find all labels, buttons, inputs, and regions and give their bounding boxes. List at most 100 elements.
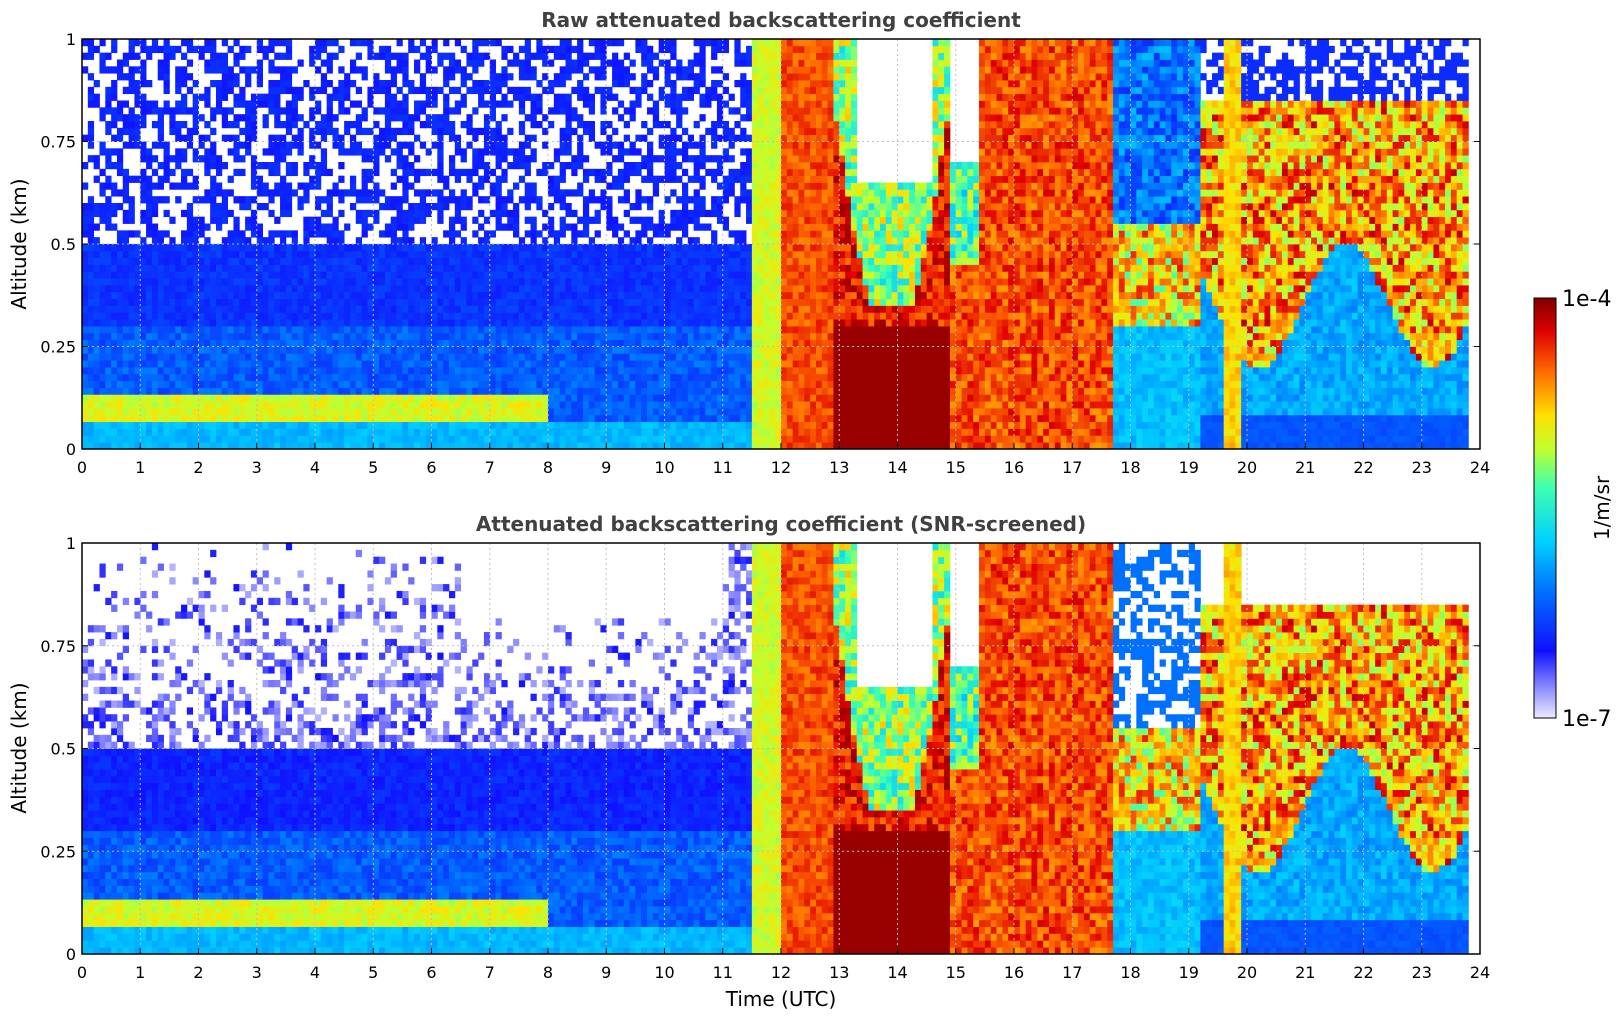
heatmap-cell <box>431 285 438 293</box>
heatmap-cell <box>367 271 374 279</box>
heatmap-cell <box>571 346 578 354</box>
heatmap-cell <box>221 66 229 74</box>
heatmap-cell <box>390 380 397 388</box>
heatmap-cell <box>513 373 520 382</box>
heatmap-cell <box>245 442 252 449</box>
heatmap-cell <box>670 148 677 156</box>
heatmap-cell <box>227 346 234 354</box>
heatmap-cell <box>588 442 596 449</box>
heatmap-cell <box>215 285 223 293</box>
heatmap-cell <box>291 353 298 361</box>
heatmap-cell <box>198 45 205 54</box>
heatmap-cell <box>175 401 182 409</box>
heatmap-cell <box>99 298 106 306</box>
heatmap-cell <box>338 373 345 382</box>
heatmap-cell <box>472 250 479 259</box>
heatmap-cell <box>227 189 234 197</box>
heatmap-cell <box>99 332 106 341</box>
heatmap-cell <box>647 367 654 375</box>
heatmap-cell <box>105 360 112 368</box>
heatmap-cell <box>495 401 502 409</box>
heatmap-cell <box>623 367 630 375</box>
heatmap-cell <box>233 196 240 204</box>
heatmap-cell <box>495 175 502 183</box>
heatmap-cell <box>151 332 159 341</box>
heatmap-cell <box>367 401 374 409</box>
heatmap-cell <box>437 312 444 320</box>
heatmap-cell <box>140 250 147 259</box>
heatmap-cell <box>641 291 648 300</box>
heatmap-cell <box>577 380 584 388</box>
heatmap-cell <box>524 319 531 327</box>
heatmap-cell <box>518 73 526 81</box>
heatmap-cell <box>478 353 485 361</box>
heatmap-cell <box>559 285 566 293</box>
heatmap-cell <box>361 435 368 443</box>
heatmap-cell <box>507 373 514 382</box>
heatmap-cell <box>210 278 217 286</box>
heatmap-cell <box>227 230 234 238</box>
heatmap-cell <box>647 203 654 211</box>
heatmap-cell <box>303 257 310 265</box>
heatmap-cell <box>693 442 700 449</box>
heatmap-cell <box>431 360 438 368</box>
heatmap-cell <box>600 346 607 354</box>
heatmap-cell <box>571 435 578 443</box>
heatmap-cell <box>530 346 537 354</box>
heatmap-cell <box>553 285 561 293</box>
heatmap-cell <box>274 141 281 149</box>
heatmap-cell <box>687 401 695 409</box>
heatmap-cell <box>588 312 596 320</box>
heatmap-cell <box>652 332 660 341</box>
heatmap-cell <box>542 141 549 149</box>
heatmap-cell <box>367 408 374 416</box>
heatmap-cell <box>635 326 642 334</box>
heatmap-cell <box>483 114 491 122</box>
heatmap-cell <box>285 414 293 423</box>
heatmap-cell <box>448 86 456 95</box>
heatmap-cell <box>122 373 130 382</box>
heatmap-cell <box>99 367 106 375</box>
heatmap-cell <box>402 394 409 402</box>
heatmap-cell <box>676 353 683 361</box>
heatmap-cell <box>239 346 246 354</box>
heatmap-cell <box>186 326 194 334</box>
heatmap-cell <box>658 141 665 149</box>
heatmap-cell <box>443 442 450 449</box>
heatmap-cell <box>425 414 432 423</box>
heatmap-cell <box>93 408 100 416</box>
heatmap-cell <box>157 121 164 129</box>
heatmap-cell <box>530 107 537 115</box>
heatmap-cell <box>361 148 368 156</box>
heatmap-cell <box>431 203 438 211</box>
heatmap-cell <box>396 59 403 67</box>
heatmap-cell <box>367 127 374 136</box>
heatmap-cell <box>379 148 386 156</box>
heatmap-cell <box>151 435 159 443</box>
heatmap-cell <box>507 45 514 54</box>
heatmap-cell <box>635 319 642 327</box>
heatmap-cell <box>384 66 392 74</box>
heatmap-cell <box>233 237 240 245</box>
heatmap-cell <box>233 360 240 368</box>
heatmap-cell <box>647 278 654 286</box>
heatmap-cell <box>617 421 625 429</box>
heatmap-cell <box>705 442 712 449</box>
heatmap-cell <box>594 353 601 361</box>
heatmap-cell <box>355 100 363 108</box>
heatmap-cell <box>542 285 549 293</box>
heatmap-cell <box>268 346 275 354</box>
heatmap-cell <box>111 203 118 211</box>
heatmap-cell <box>181 387 188 395</box>
heatmap-cell <box>513 162 520 170</box>
heatmap-cell <box>600 414 607 423</box>
heatmap-cell <box>344 387 351 395</box>
heatmap-cell <box>664 155 671 163</box>
heatmap-cell <box>309 414 316 423</box>
heatmap-cell <box>99 380 106 388</box>
heatmap-cell <box>699 326 706 334</box>
heatmap-cell <box>239 414 246 423</box>
heatmap-cell <box>460 250 467 259</box>
heatmap-cell <box>227 45 234 54</box>
heatmap-cell <box>151 285 159 293</box>
